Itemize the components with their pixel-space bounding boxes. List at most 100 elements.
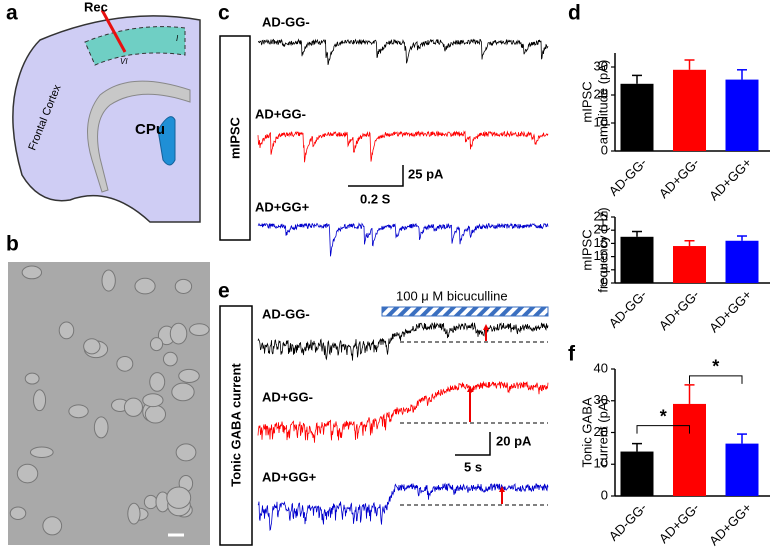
trace bbox=[257, 482, 549, 532]
panel-label: e bbox=[218, 280, 230, 303]
y-tick-label: 0 bbox=[601, 487, 608, 502]
bar bbox=[725, 240, 759, 283]
arrow-head bbox=[467, 386, 473, 392]
arrow-head bbox=[499, 486, 505, 492]
panel-label: d bbox=[568, 2, 581, 25]
trace-label: AD-GG- bbox=[262, 306, 310, 321]
y-tick-label: 20 bbox=[594, 86, 608, 101]
y-tick-label: 5 bbox=[601, 261, 608, 276]
cell bbox=[93, 416, 109, 439]
y-axis-label: Tonic GABA bbox=[579, 397, 594, 467]
x-tick-label: AD+GG+ bbox=[706, 287, 754, 335]
x-tick-label: AD+GG- bbox=[656, 500, 702, 546]
x-tick-label: AD-GG- bbox=[606, 287, 650, 331]
cell bbox=[16, 463, 39, 484]
cell bbox=[29, 446, 54, 458]
cell bbox=[21, 265, 43, 280]
significance-label: * bbox=[660, 406, 667, 426]
x-tick-label: AD+GG- bbox=[656, 287, 702, 333]
y-tick-label: 20 bbox=[594, 424, 608, 439]
cell bbox=[144, 404, 167, 424]
panel-label: f bbox=[568, 343, 576, 366]
cell bbox=[143, 494, 158, 510]
x-tick-label: AD+GG+ bbox=[706, 500, 754, 548]
label-box bbox=[219, 305, 253, 546]
scale-label: 5 s bbox=[464, 459, 482, 474]
bar bbox=[673, 246, 706, 283]
scale-label: 20 pA bbox=[496, 433, 532, 448]
y-tick-label: 10 bbox=[594, 456, 608, 471]
cell bbox=[58, 321, 75, 340]
bar bbox=[725, 443, 759, 496]
bar bbox=[620, 236, 654, 283]
cell bbox=[169, 322, 188, 345]
cell bbox=[175, 443, 197, 462]
y-tick-label: 30 bbox=[594, 58, 608, 73]
trace bbox=[257, 222, 549, 257]
scale-label: 0.2 S bbox=[360, 191, 391, 206]
panel-label: a bbox=[6, 2, 18, 25]
cell bbox=[142, 393, 164, 408]
bar bbox=[620, 83, 654, 151]
cell bbox=[178, 368, 200, 383]
y-tick-label: 10 bbox=[594, 248, 608, 263]
trace-label: AD+GG- bbox=[255, 106, 306, 121]
cell bbox=[101, 269, 116, 292]
cell bbox=[83, 338, 101, 355]
box-label: mIPSC bbox=[227, 116, 242, 159]
y-axis-label: current (pA) bbox=[595, 398, 610, 467]
bar bbox=[725, 79, 759, 151]
cell bbox=[127, 502, 141, 525]
y-axis-label: mIPSC bbox=[579, 229, 594, 270]
layer-label: VI bbox=[120, 57, 128, 66]
panel-label: c bbox=[218, 2, 230, 25]
cell bbox=[116, 356, 134, 372]
trace bbox=[258, 38, 549, 66]
arrow-head bbox=[483, 324, 489, 330]
brain-diagram bbox=[12, 9, 201, 223]
x-tick-label: AD+GG- bbox=[656, 155, 702, 201]
trace-label: AD-GG- bbox=[262, 14, 310, 29]
y-tick-label: 25 bbox=[594, 208, 608, 223]
y-tick-label: 40 bbox=[594, 360, 608, 375]
layer-label: I bbox=[176, 34, 179, 43]
trace-label: AD+GG+ bbox=[262, 469, 317, 484]
significance-label: * bbox=[712, 357, 719, 377]
y-axis-label: amplitude (pA) bbox=[595, 60, 610, 145]
bar bbox=[673, 403, 706, 496]
cell bbox=[33, 389, 47, 412]
y-tick-label: 20 bbox=[594, 222, 608, 237]
bar bbox=[673, 69, 706, 151]
y-tick-label: 0 bbox=[601, 274, 608, 289]
cell bbox=[166, 486, 192, 509]
cell bbox=[123, 397, 143, 417]
y-axis-label: frequency (Hz) bbox=[595, 207, 610, 292]
y-tick-label: 0 bbox=[601, 142, 608, 157]
trace bbox=[257, 322, 549, 361]
scale-bar bbox=[348, 165, 404, 187]
y-tick-label: 30 bbox=[594, 392, 608, 407]
cell bbox=[174, 278, 193, 294]
y-tick-label: 15 bbox=[594, 235, 608, 250]
significance-bracket bbox=[689, 375, 743, 384]
drug-bar bbox=[381, 306, 549, 317]
label-box bbox=[219, 35, 251, 241]
drug-label: 100 μ M bicuculline bbox=[396, 288, 508, 303]
trace bbox=[257, 380, 549, 443]
x-tick-label: AD-GG- bbox=[606, 155, 650, 199]
striatum-label: CPu bbox=[135, 121, 165, 138]
cell bbox=[171, 382, 195, 402]
panel-label: b bbox=[6, 233, 19, 256]
significance-bracket bbox=[636, 425, 690, 434]
cell bbox=[189, 323, 210, 337]
electrode-label: Rec bbox=[84, 0, 108, 14]
x-tick-label: AD+GG+ bbox=[706, 155, 754, 203]
bar bbox=[620, 451, 654, 496]
cell bbox=[149, 372, 166, 392]
trace-label: AD+GG- bbox=[262, 389, 313, 404]
x-tick-label: AD-GG- bbox=[606, 500, 650, 544]
micrograph bbox=[8, 262, 210, 545]
trace bbox=[257, 130, 549, 163]
y-axis-label: mIPSC bbox=[579, 81, 594, 122]
